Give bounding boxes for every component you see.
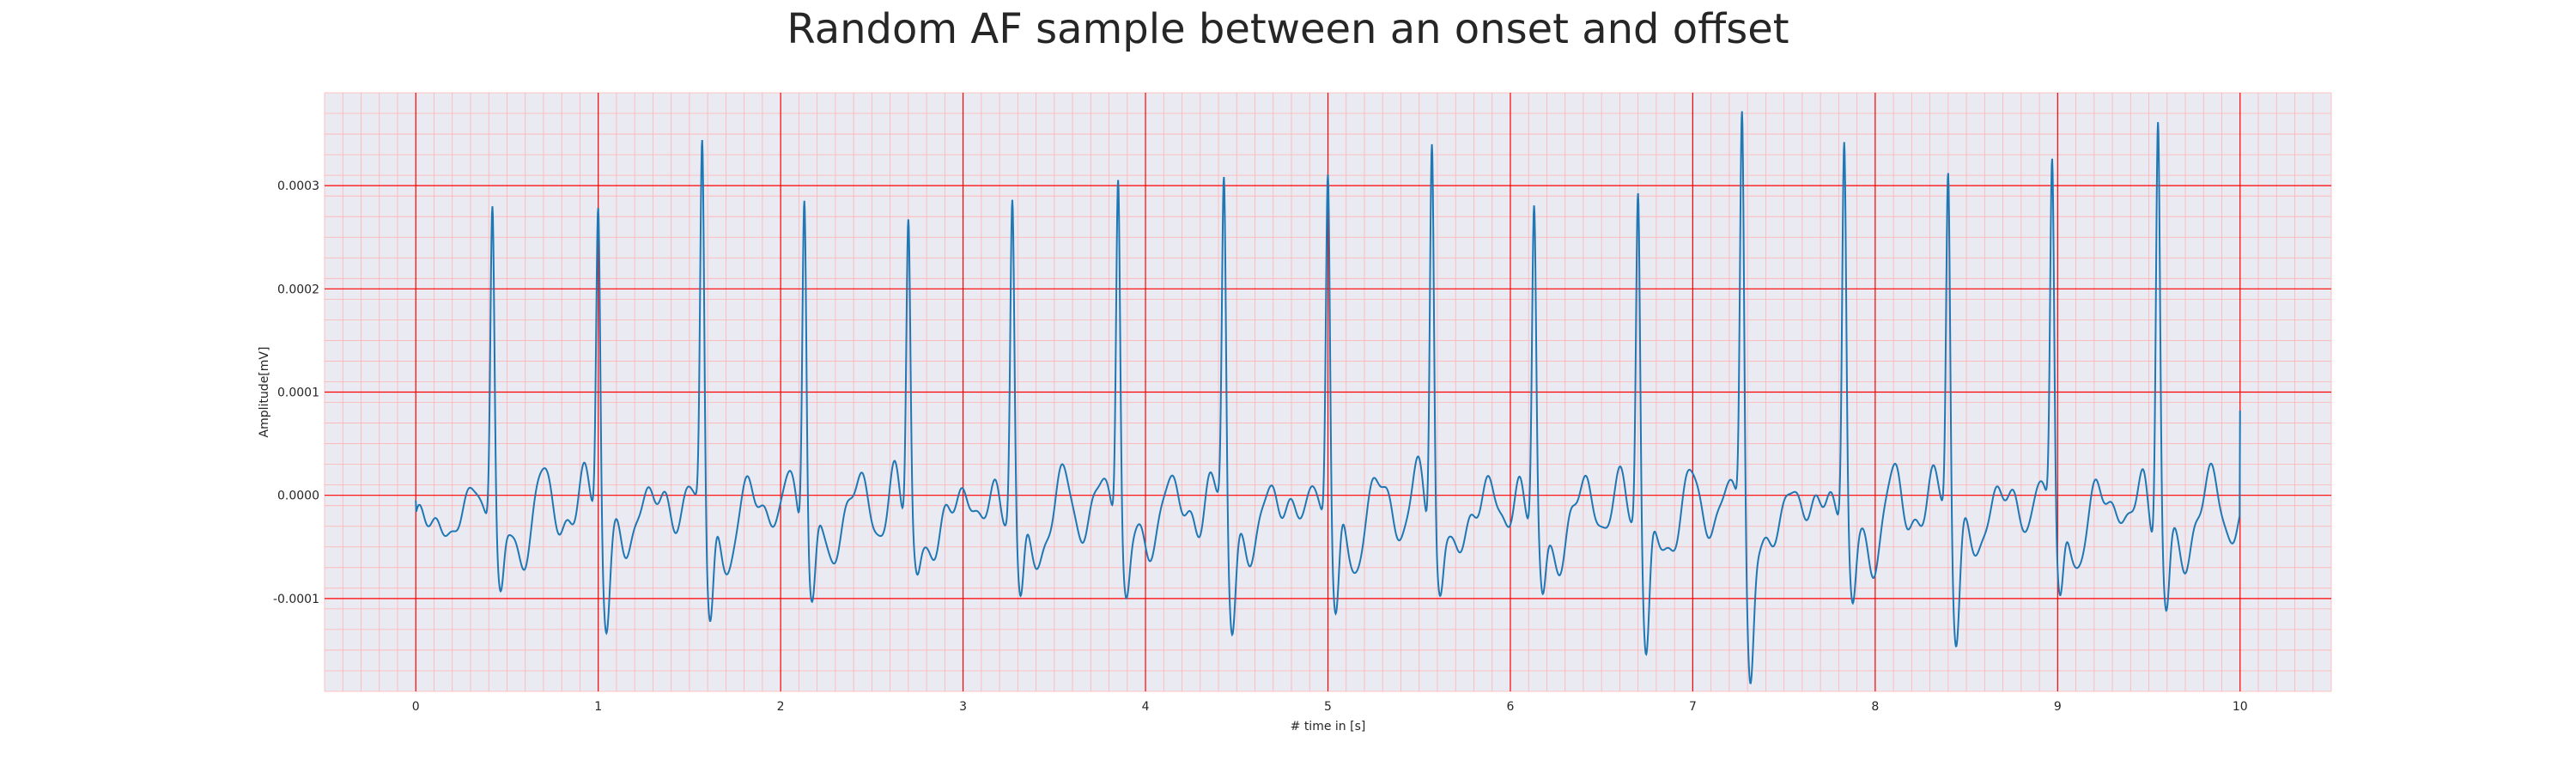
y-tick-labels: -0.0001 0.0000 0.0001 0.0002 0.0003 [273,180,319,606]
x-tick-label: 6 [1506,700,1514,714]
x-tick-label: 8 [1871,700,1879,714]
x-tick-label: 10 [2233,700,2248,714]
x-tick-label: 1 [594,700,602,714]
x-tick-label: 3 [959,700,967,714]
y-tick-label: 0.0000 [277,490,319,503]
x-tick-labels: 0 1 2 3 4 5 6 7 8 9 10 [412,700,2248,714]
x-tick-label: 5 [1324,700,1332,714]
x-tick-label: 4 [1142,700,1150,714]
x-tick-label: 7 [1689,700,1697,714]
y-tick-label: -0.0001 [273,593,319,606]
y-tick-label: 0.0003 [277,180,319,193]
y-axis-label: Amplitude[mV] [258,347,271,438]
x-axis-label: # time in [s] [1291,720,1366,733]
x-tick-label: 0 [412,700,420,714]
x-tick-label: 2 [777,700,785,714]
y-tick-label: 0.0001 [277,386,319,400]
major-grid [325,93,2331,691]
ecg-signal-line [415,111,2241,685]
x-tick-label: 9 [2054,700,2062,714]
chart-title: Random AF sample between an onset and of… [787,5,1789,53]
y-tick-label: 0.0002 [277,283,319,296]
